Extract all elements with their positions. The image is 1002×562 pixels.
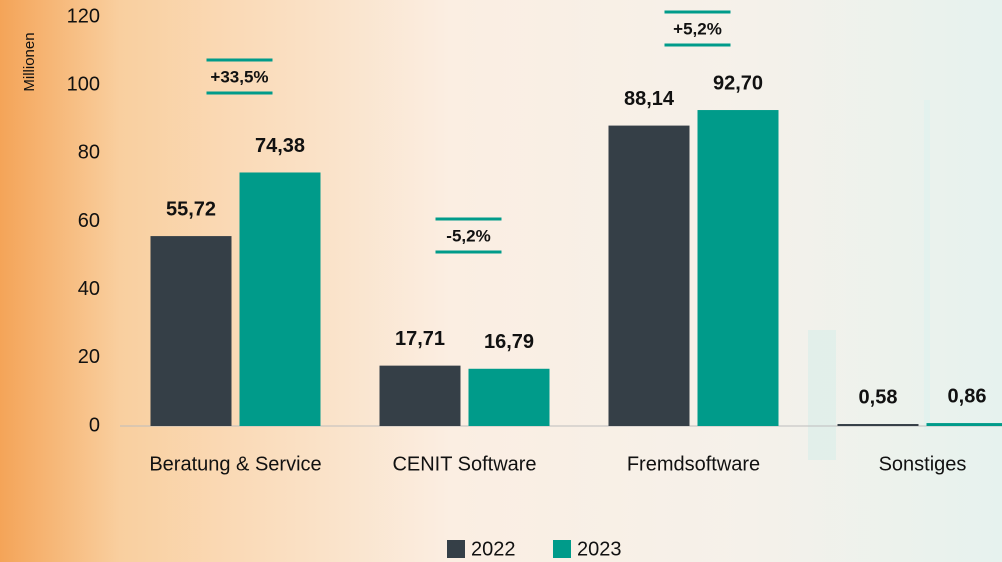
x-tick-label: Beratung & Service <box>149 453 321 475</box>
y-tick-label: 60 <box>78 210 100 232</box>
background-shape <box>924 100 930 430</box>
data-label: 17,71 <box>395 328 445 350</box>
x-tick-label: Fremdsoftware <box>627 453 760 475</box>
y-tick-label: 0 <box>89 414 100 436</box>
bar <box>608 125 690 426</box>
bar <box>379 365 461 426</box>
data-label: 92,70 <box>713 72 763 94</box>
data-label: 55,72 <box>166 198 216 220</box>
y-tick-label: 20 <box>78 346 100 368</box>
bar <box>468 368 550 426</box>
y-tick-label: 40 <box>78 278 100 300</box>
bar <box>926 423 1002 426</box>
bar <box>697 110 779 427</box>
legend-label: 2023 <box>577 538 622 560</box>
bar <box>837 424 919 426</box>
x-tick-label: CENIT Software <box>392 453 536 475</box>
data-label: 88,14 <box>624 88 675 110</box>
bar <box>239 172 321 426</box>
y-tick-label: 80 <box>78 142 100 164</box>
y-axis-label: Millionen <box>21 32 38 91</box>
data-label: 16,79 <box>484 331 534 353</box>
background-shape <box>808 330 836 460</box>
annotation: +5,2% <box>673 19 722 38</box>
data-label: 0,58 <box>859 386 898 408</box>
x-tick-label: Sonstiges <box>879 453 967 475</box>
y-tick-label: 120 <box>67 5 100 27</box>
data-label: 0,86 <box>948 385 987 407</box>
legend-label: 2022 <box>471 538 516 560</box>
y-tick-label: 100 <box>67 73 100 95</box>
data-label: 74,38 <box>255 135 305 157</box>
annotation: -5,2% <box>446 226 490 245</box>
annotation: +33,5% <box>210 67 268 86</box>
bar <box>150 236 232 426</box>
legend-swatch <box>447 540 465 558</box>
legend-swatch <box>553 540 571 558</box>
